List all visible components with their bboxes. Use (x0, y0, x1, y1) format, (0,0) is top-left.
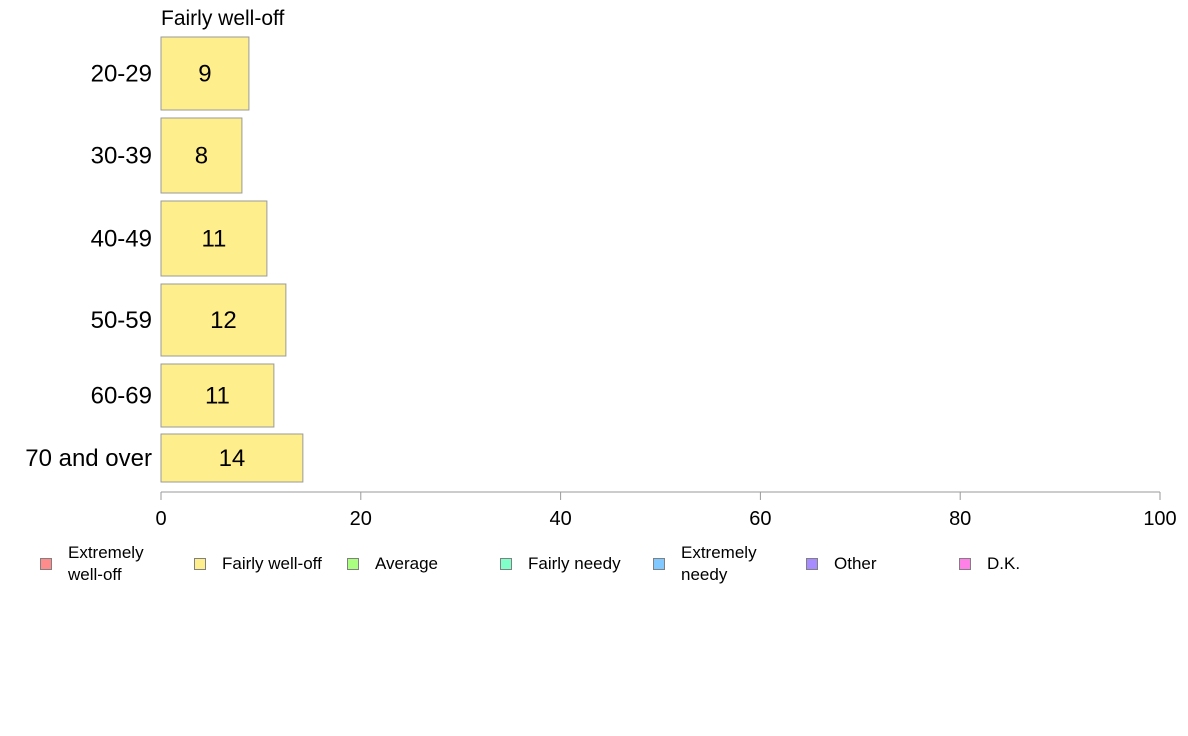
bar (160, 283, 287, 357)
legend-label: Fairly well-off (222, 554, 322, 573)
x-tick-label: 0 (155, 508, 166, 530)
legend-item: Fairly needy (500, 540, 638, 588)
x-tick-label: 40 (549, 508, 571, 530)
bar (160, 36, 250, 111)
legend-label: Extremely well-off (68, 543, 144, 584)
legend-label: Fairly needy (528, 554, 621, 573)
chart-title: Fairly well-off (161, 7, 284, 30)
legend-label: D.K. (987, 554, 1021, 573)
x-tick-label: 80 (949, 508, 971, 530)
category-label: 20-29 (91, 61, 152, 88)
legend-item: Extremely well-off (40, 540, 178, 588)
bar-value-label: 8 (195, 143, 208, 170)
legend-swatch (806, 558, 818, 570)
bar-value-label: 9 (198, 61, 211, 88)
legend-item: Fairly well-off (194, 540, 332, 588)
legend-swatch (347, 558, 359, 570)
bar-value-label: 11 (201, 226, 226, 253)
legend-item: D.K. (959, 540, 1097, 588)
bar-chart: Fairly well-off 20-29 9 30-39 8 40-49 11 50-59… (25, 7, 1177, 530)
x-axis: 0 20 40 60 80 100 (155, 491, 1177, 530)
legend-label: Average (375, 554, 439, 573)
legend-item: Extremely needy (653, 540, 791, 588)
bars-group: 20-29 9 30-39 8 40-49 11 50-59 12 60-69 11 70 and … (25, 36, 304, 483)
bar-value-label: 11 (205, 383, 230, 410)
bar-value-label: 14 (219, 445, 246, 472)
bar (160, 433, 304, 483)
category-label: 70 and over (25, 445, 152, 472)
category-label: 30-39 (91, 143, 152, 170)
legend-swatch (653, 558, 665, 570)
legend-label: Other (834, 554, 877, 573)
legend-swatch (40, 558, 52, 570)
legend-label: Extremely needy (681, 543, 757, 584)
bar (160, 117, 243, 194)
legend-swatch (194, 558, 206, 570)
x-tick-label: 60 (749, 508, 771, 530)
legend-swatch (959, 558, 971, 570)
legend-item: Other (806, 540, 944, 588)
legend: Extremely well-off Fairly well-off Average… (0, 540, 1188, 600)
category-label: 60-69 (91, 383, 152, 410)
x-tick-label: 20 (350, 508, 372, 530)
legend-swatch (500, 558, 512, 570)
legend-item: Average (347, 540, 485, 588)
x-tick-label: 100 (1143, 508, 1176, 530)
bar (160, 200, 268, 277)
category-label: 40-49 (91, 226, 152, 253)
bar (160, 363, 275, 428)
bar-value-label: 12 (210, 307, 237, 334)
category-label: 50-59 (91, 307, 152, 334)
